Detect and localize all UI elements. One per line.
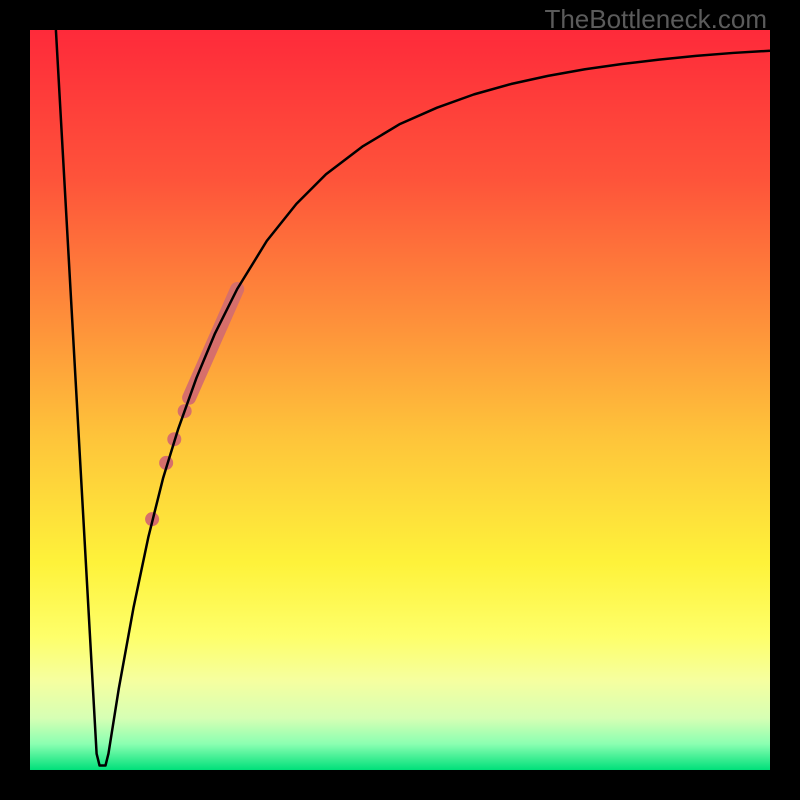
curve-layer	[30, 30, 770, 770]
border-bottom	[0, 770, 800, 800]
border-right	[770, 0, 800, 800]
chart-frame: TheBottleneck.com	[0, 0, 800, 800]
bottleneck-curve	[56, 30, 770, 766]
plot-area	[30, 30, 770, 770]
watermark-text: TheBottleneck.com	[544, 4, 767, 35]
border-left	[0, 0, 30, 800]
